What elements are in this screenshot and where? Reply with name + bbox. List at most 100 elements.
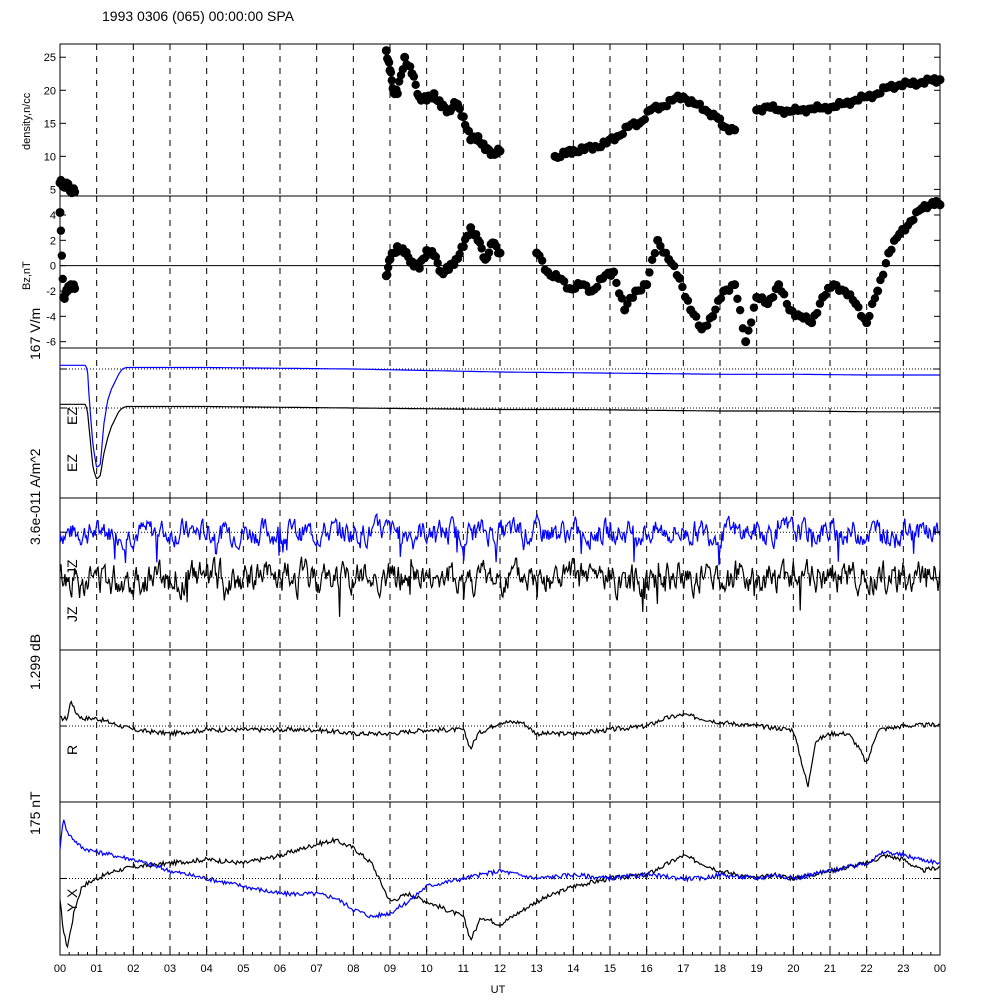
density-point bbox=[618, 129, 628, 139]
x-tick-label: 18 bbox=[714, 963, 726, 975]
x-tick-label: 00 bbox=[54, 963, 66, 975]
y-tick-label: 15 bbox=[44, 118, 56, 130]
bz-point bbox=[865, 311, 874, 321]
density-point bbox=[933, 76, 943, 86]
jz-series-line bbox=[59, 556, 941, 617]
y-tick-label: 0 bbox=[50, 261, 56, 273]
x-tick-label: 13 bbox=[531, 963, 543, 975]
bz-point bbox=[647, 255, 657, 265]
y-tick-label: 2 bbox=[50, 235, 56, 247]
bz-point bbox=[537, 256, 547, 265]
bz-point bbox=[691, 312, 701, 321]
bz-point bbox=[909, 215, 918, 225]
axis-ticks: 00 01 02 03 04 05 06 07 08 09 10 11 12 13 14 15 16 17 18 19… bbox=[44, 52, 946, 975]
y-tick-label: -4 bbox=[46, 311, 56, 323]
bz-point bbox=[744, 326, 753, 335]
bz-point bbox=[477, 244, 486, 253]
y-tick-label: 10 bbox=[44, 151, 56, 163]
density-point bbox=[384, 58, 394, 67]
x-tick-label: 11 bbox=[458, 963, 469, 975]
bz-point bbox=[702, 321, 712, 330]
bz-point bbox=[887, 245, 896, 255]
hour-gridlines bbox=[96, 44, 904, 955]
bz-point bbox=[433, 258, 442, 268]
density-point bbox=[457, 112, 466, 121]
x-tick-label: 22 bbox=[861, 963, 873, 975]
density-point bbox=[632, 121, 641, 131]
bz-point bbox=[449, 260, 459, 270]
x-tick-label: 00 bbox=[934, 963, 946, 975]
density-point bbox=[400, 52, 410, 62]
bz-point bbox=[57, 251, 67, 260]
r-scale-label: 1.299 dB bbox=[27, 634, 43, 690]
bz-point bbox=[727, 281, 737, 290]
x-tick-label: 21 bbox=[824, 963, 836, 975]
x-tick-label: 01 bbox=[91, 963, 103, 975]
x-tick-label: 16 bbox=[641, 963, 653, 975]
bz-point bbox=[749, 303, 759, 312]
bz-point bbox=[656, 241, 665, 251]
bz-point bbox=[678, 282, 687, 292]
y-tick-label: -2 bbox=[46, 286, 56, 298]
x-tick-label: 03 bbox=[164, 963, 176, 975]
bz-point bbox=[733, 294, 742, 304]
density-point bbox=[610, 136, 619, 145]
bz-point bbox=[56, 226, 66, 235]
bz-point bbox=[383, 263, 393, 272]
bz-point bbox=[812, 308, 822, 318]
bz-point bbox=[58, 274, 67, 284]
bz-point bbox=[617, 294, 627, 303]
bz-point bbox=[741, 337, 751, 347]
density-point bbox=[405, 62, 415, 71]
density-point bbox=[392, 85, 401, 94]
xy-series-line bbox=[59, 836, 941, 949]
density-point bbox=[455, 104, 464, 114]
y-tick-label: 20 bbox=[44, 85, 56, 97]
x-tick-label: 19 bbox=[751, 963, 763, 975]
x-tick-label: 17 bbox=[677, 963, 689, 975]
x-tick-label: 20 bbox=[787, 963, 799, 975]
y-tick-label: 25 bbox=[44, 52, 56, 64]
bz-point bbox=[455, 249, 464, 259]
bz-point bbox=[493, 249, 503, 258]
x-tick-label: 04 bbox=[201, 963, 213, 975]
bz-point bbox=[69, 280, 78, 289]
density-point bbox=[386, 68, 396, 77]
jz-black-label: JZ bbox=[64, 606, 80, 622]
bz-point bbox=[746, 318, 756, 327]
ez-series-line bbox=[60, 364, 940, 468]
density-point bbox=[640, 115, 650, 124]
x-tick-label: 05 bbox=[237, 963, 249, 975]
bz-point bbox=[55, 207, 65, 217]
density-axis-label: density,n/cc bbox=[21, 92, 33, 150]
jz-blue-label: JZ bbox=[64, 559, 80, 575]
bz-point bbox=[383, 270, 392, 279]
bz-point bbox=[881, 259, 891, 268]
bz-point bbox=[804, 317, 814, 326]
bz-point bbox=[661, 248, 671, 258]
bz-point bbox=[540, 265, 550, 275]
bz-point bbox=[821, 290, 830, 300]
x-tick-label: 23 bbox=[897, 963, 909, 975]
bz-point bbox=[878, 270, 888, 280]
bz-point bbox=[559, 277, 569, 286]
bz-point bbox=[933, 198, 943, 208]
bz-point bbox=[779, 290, 789, 299]
ez-black-label: EZ bbox=[64, 454, 80, 472]
bz-point bbox=[639, 280, 649, 289]
bz-point bbox=[848, 295, 858, 305]
jz-scale-label: 3.6e-011 A/m^2 bbox=[27, 448, 43, 545]
y-label: Y bbox=[64, 902, 80, 912]
bz-point bbox=[735, 305, 745, 315]
bz-point bbox=[669, 261, 679, 271]
density-point bbox=[493, 144, 503, 154]
bz-point bbox=[551, 269, 561, 279]
bz-point bbox=[870, 294, 880, 303]
density-point bbox=[411, 80, 420, 90]
bz-point bbox=[914, 206, 924, 215]
bz-point bbox=[837, 285, 847, 294]
density-point bbox=[387, 76, 397, 85]
density-point bbox=[409, 72, 419, 81]
bz-point bbox=[612, 278, 621, 288]
x-axis-label: UT bbox=[491, 984, 506, 996]
